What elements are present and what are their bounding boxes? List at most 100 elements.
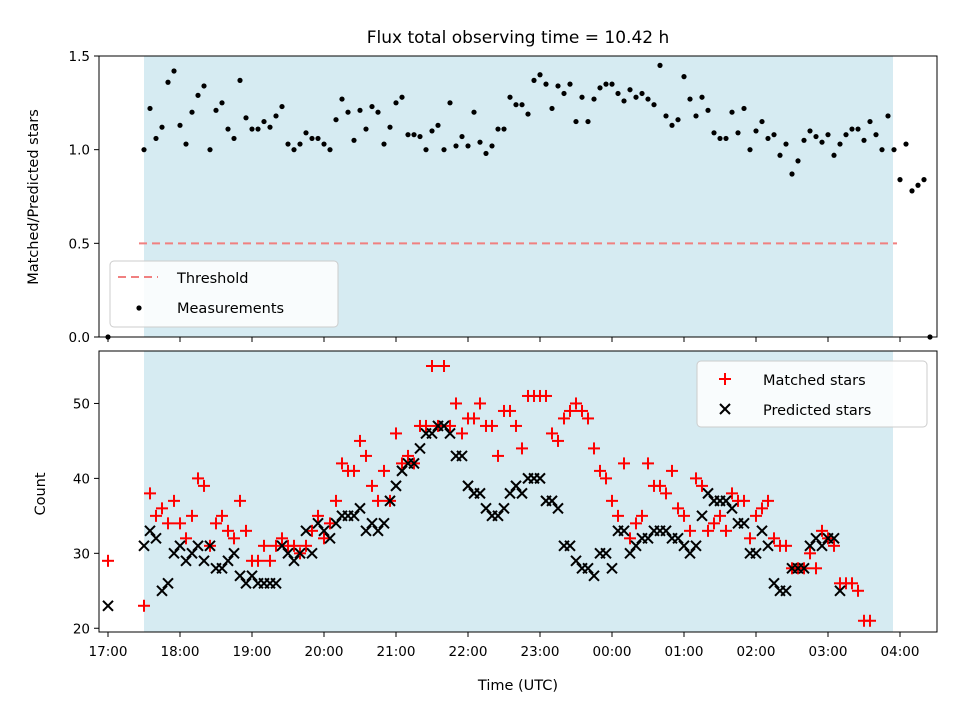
predicted-star-point: [144, 525, 156, 537]
measurement-point: [465, 143, 471, 149]
matched-star-point: [288, 539, 300, 552]
predicted-star-point: [312, 517, 324, 530]
predicted-star-point: [396, 465, 408, 477]
matched-star-point: [366, 479, 378, 492]
measurement-point: [717, 135, 723, 142]
predicted-star-point: [738, 517, 750, 530]
measurement-point: [909, 188, 915, 194]
measurement-point: [651, 102, 657, 108]
matched-star-point: [378, 464, 390, 477]
matched-star-point: [846, 577, 858, 590]
matched-star-point: [456, 427, 468, 440]
matched-star-point: [696, 479, 708, 492]
predicted-star-point: [138, 540, 150, 552]
measurement-point: [879, 147, 885, 153]
counts-y-tick-label: 40: [73, 471, 90, 487]
predicted-star-point: [816, 540, 828, 552]
measurement-point: [603, 81, 609, 87]
x-tick-label: 19:00: [233, 644, 272, 660]
predicted-star-point: [180, 555, 192, 567]
measurement-point: [375, 109, 381, 115]
measurement-point: [237, 77, 243, 83]
predicted-star-point: [192, 540, 204, 552]
predicted-star-point: [798, 562, 810, 575]
matched-star-point: [744, 532, 756, 545]
matched-star-point: [318, 532, 330, 545]
measurement-point: [495, 126, 501, 132]
predicted-star-point: [780, 585, 792, 597]
measurement-point: [627, 87, 633, 93]
matched-star-point: [582, 412, 594, 425]
measurement-point: [711, 130, 717, 136]
x-tick-label: 03:00: [809, 644, 848, 660]
measurement-point: [891, 147, 897, 153]
predicted-star-point: [162, 577, 174, 590]
predicted-star-point: [348, 510, 360, 522]
predicted-star-point: [618, 525, 630, 537]
ratio-y-tick-label: 0.5: [69, 236, 90, 252]
measurement-point: [213, 107, 219, 113]
measurement-point: [813, 133, 819, 140]
matched-star-point: [804, 547, 816, 560]
measurement-point: [693, 113, 699, 119]
predicted-star-point: [222, 555, 234, 567]
matched-star-point: [768, 532, 780, 545]
matched-star-point: [828, 539, 840, 552]
matched-star-point: [564, 404, 576, 417]
predicted-star-point: [564, 540, 576, 552]
measurement-point: [825, 132, 831, 138]
predicted-star-point: [810, 532, 822, 545]
counts-y-ticks: 20 30 40 50: [73, 396, 99, 637]
predicted-star-point: [288, 555, 300, 567]
matched-star-point: [138, 599, 150, 612]
matched-star-point: [540, 389, 552, 402]
predicted-star-point: [324, 532, 336, 545]
measurement-point: [267, 124, 273, 130]
matched-star-markers: [102, 359, 876, 627]
predicted-star-point: [438, 420, 450, 432]
measurement-point: [549, 105, 555, 112]
matched-star-point: [558, 412, 570, 425]
matched-star-point: [642, 457, 654, 470]
legend-measurements-swatch: [136, 305, 142, 311]
measurement-point: [339, 96, 345, 102]
matched-star-point: [258, 539, 270, 552]
measurement-point: [837, 141, 843, 147]
measurement-point: [537, 72, 543, 78]
matched-star-point: [186, 509, 198, 522]
predicted-star-point: [366, 517, 378, 530]
x-axis-label: Time (UTC): [477, 678, 558, 694]
matched-star-point: [396, 457, 408, 470]
matched-star-point: [684, 524, 696, 537]
matched-star-point: [546, 427, 558, 440]
matched-star-point: [102, 554, 114, 567]
matched-star-point: [426, 359, 438, 372]
matched-star-point: [690, 472, 702, 485]
predicted-star-point: [102, 600, 114, 612]
predicted-star-point: [330, 517, 342, 530]
measurement-point: [231, 135, 237, 142]
measurement-point: [441, 147, 447, 153]
ratio-plot-frame: [98, 55, 938, 338]
matched-star-point: [312, 509, 324, 522]
measurement-point: [171, 68, 177, 74]
measurement-point: [561, 90, 567, 97]
measurement-point: [525, 111, 531, 117]
measurement-point: [141, 147, 147, 153]
measurement-point: [165, 79, 171, 85]
x-tick-label: 02:00: [737, 644, 776, 660]
predicted-star-point: [624, 547, 636, 560]
ratio-y-tick-label: 0.0: [69, 330, 90, 346]
matched-star-point: [180, 532, 192, 545]
measurement-point: [351, 137, 357, 143]
matched-star-point: [402, 449, 414, 462]
measurement-point: [567, 81, 573, 87]
matched-star-point: [606, 494, 618, 507]
measurement-point: [639, 90, 645, 97]
measurement-point: [159, 124, 165, 130]
measurement-point: [255, 126, 261, 132]
matched-star-point: [654, 479, 666, 492]
matched-star-point: [816, 524, 828, 537]
counts-x-ticks: 17:00 18:00 19:00 20:00 21:00 22:00 23:00 00:00…: [89, 632, 919, 660]
matched-star-point: [576, 404, 588, 417]
